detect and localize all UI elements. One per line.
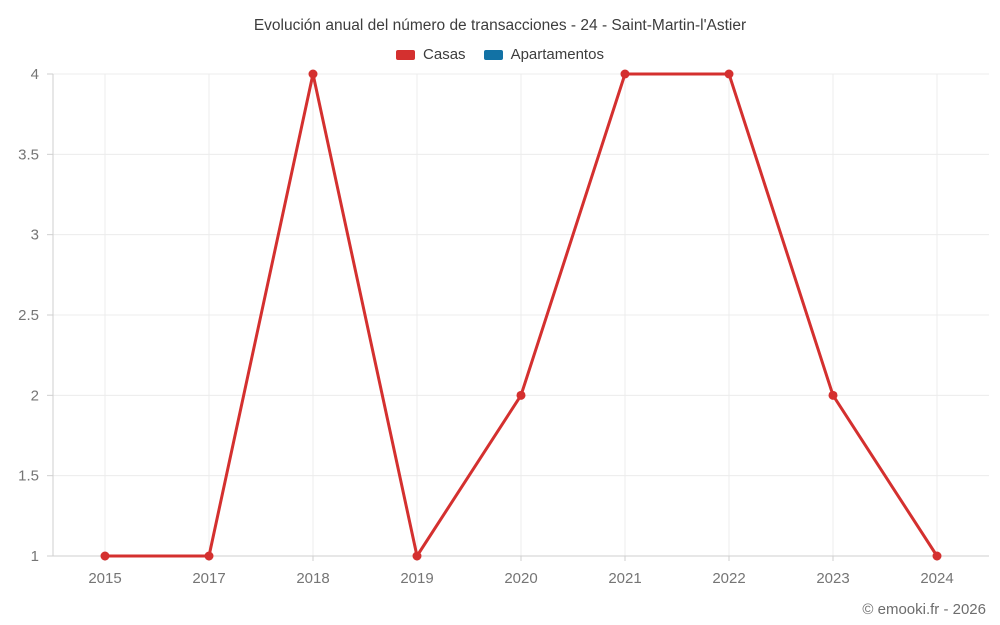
legend-swatch-apartamentos	[483, 49, 503, 60]
data-point-casas-2021	[620, 69, 630, 79]
y-tick-label: 3	[31, 227, 39, 244]
y-tick-label: 3.5	[18, 146, 39, 163]
data-point-casas-2018	[308, 69, 318, 79]
data-point-casas-2015	[100, 551, 110, 561]
x-tick-label: 2023	[816, 570, 849, 587]
x-tick-label: 2017	[192, 570, 225, 587]
x-tick-label: 2020	[504, 570, 537, 587]
x-tick-label: 2019	[400, 570, 433, 587]
x-tick-label: 2024	[920, 570, 953, 587]
x-tick-label: 2021	[608, 570, 641, 587]
chart-legend: Casas Apartamentos	[0, 46, 1000, 63]
data-point-casas-2022	[724, 69, 734, 79]
y-tick-label: 2	[31, 387, 39, 404]
x-tick-label: 2015	[88, 570, 121, 587]
data-point-casas-2017	[204, 551, 214, 561]
y-tick-label: 1.5	[18, 468, 39, 485]
x-tick-label: 2018	[296, 570, 329, 587]
y-tick-label: 1	[31, 548, 39, 565]
data-point-casas-2020	[516, 390, 526, 400]
y-tick-label: 2.5	[18, 307, 39, 324]
legend-item-apartamentos[interactable]: Apartamentos	[483, 46, 604, 63]
chart-title: Evolución anual del número de transaccio…	[253, 17, 747, 34]
legend-label: Apartamentos	[510, 46, 604, 63]
legend-swatch-casas	[396, 49, 416, 60]
y-tick-label: 4	[31, 66, 39, 83]
legend-label: Casas	[423, 46, 466, 63]
legend-item-casas[interactable]: Casas	[396, 46, 466, 63]
data-point-casas-2019	[412, 551, 422, 561]
watermark-credit: © emooki.fr - 2026	[862, 601, 986, 618]
data-point-casas-2023	[828, 390, 838, 400]
x-tick-label: 2022	[712, 570, 745, 587]
data-point-casas-2024	[932, 551, 942, 561]
